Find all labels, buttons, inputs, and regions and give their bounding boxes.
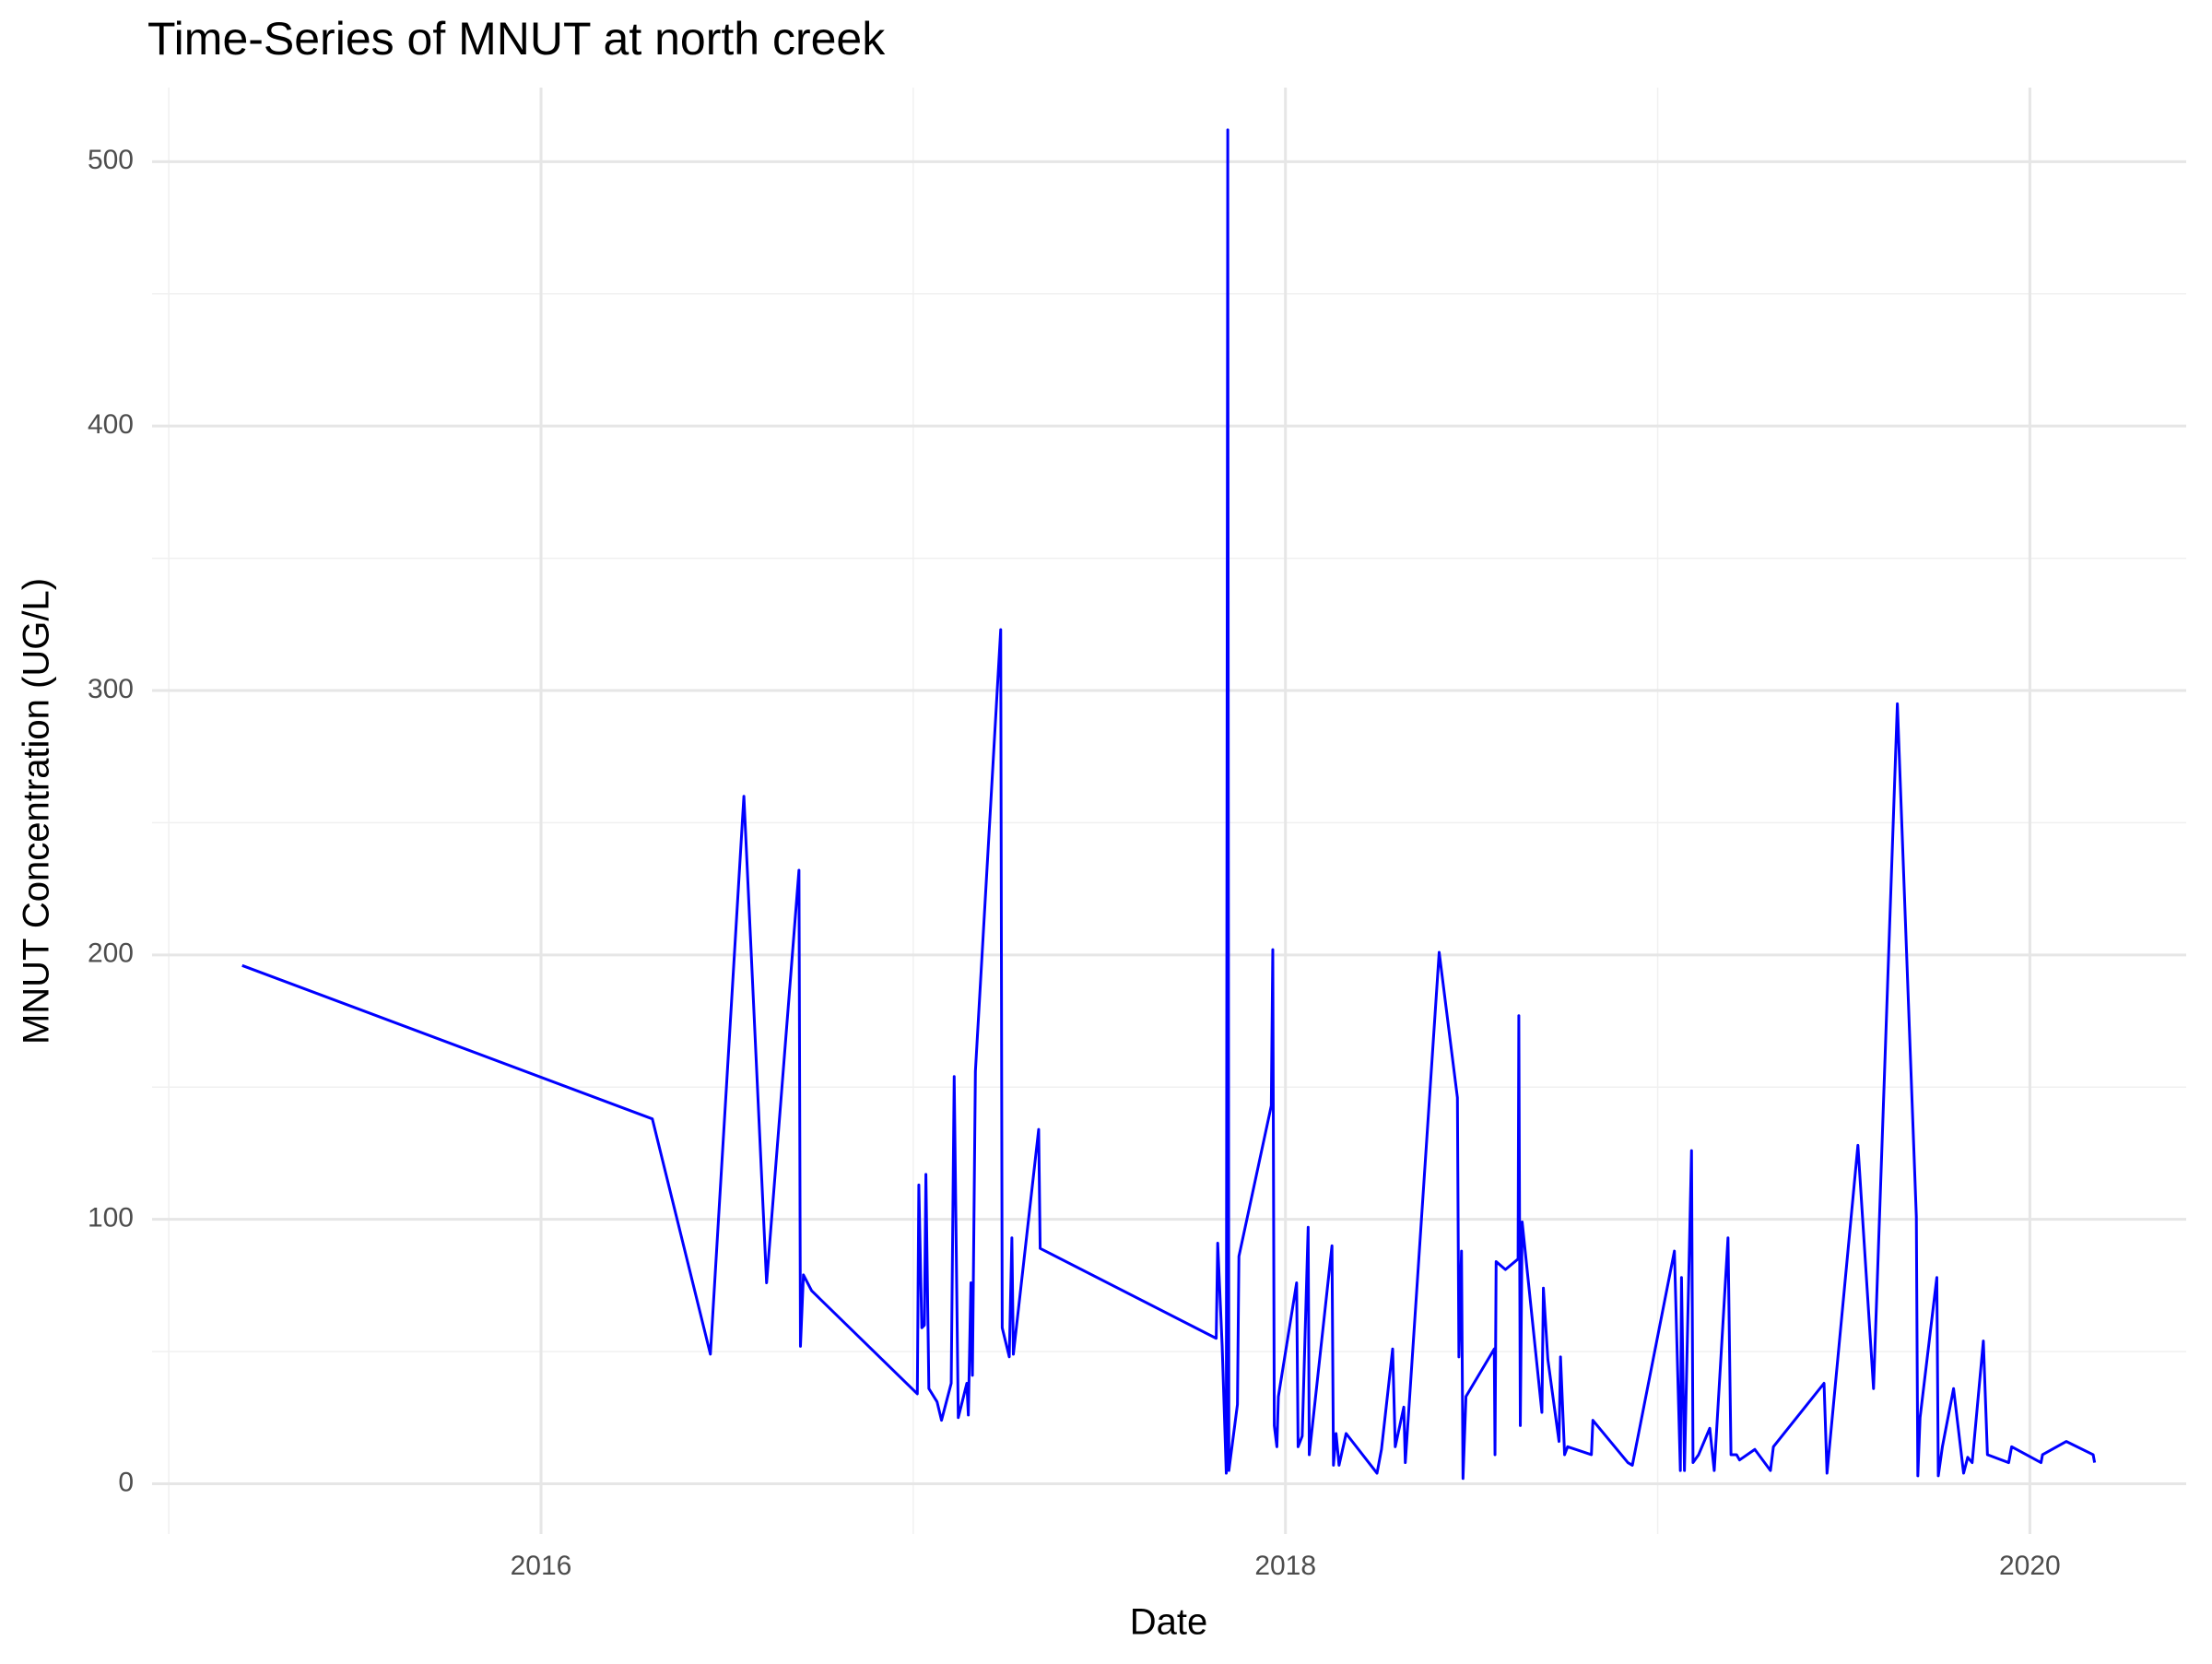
y-tick-label: 0 xyxy=(118,1467,134,1497)
data-line xyxy=(241,128,2097,1481)
grid xyxy=(152,88,2186,1534)
y-tick-label: 200 xyxy=(88,938,134,969)
y-tick-label: 400 xyxy=(88,409,134,440)
x-axis-title: Date xyxy=(1130,1602,1208,1643)
x-tick-label: 2020 xyxy=(1999,1551,2061,1581)
x-tick-label: 2016 xyxy=(511,1551,572,1581)
chart-title: Time-Series of MNUT at north creek xyxy=(147,13,886,65)
x-tick-label: 2018 xyxy=(1254,1551,1316,1581)
y-tick-label: 100 xyxy=(88,1203,134,1233)
y-tick-label: 500 xyxy=(88,145,134,175)
y-axis-title: MNUT Concentration (UG/L) xyxy=(17,578,57,1044)
y-tick-label: 300 xyxy=(88,674,134,704)
